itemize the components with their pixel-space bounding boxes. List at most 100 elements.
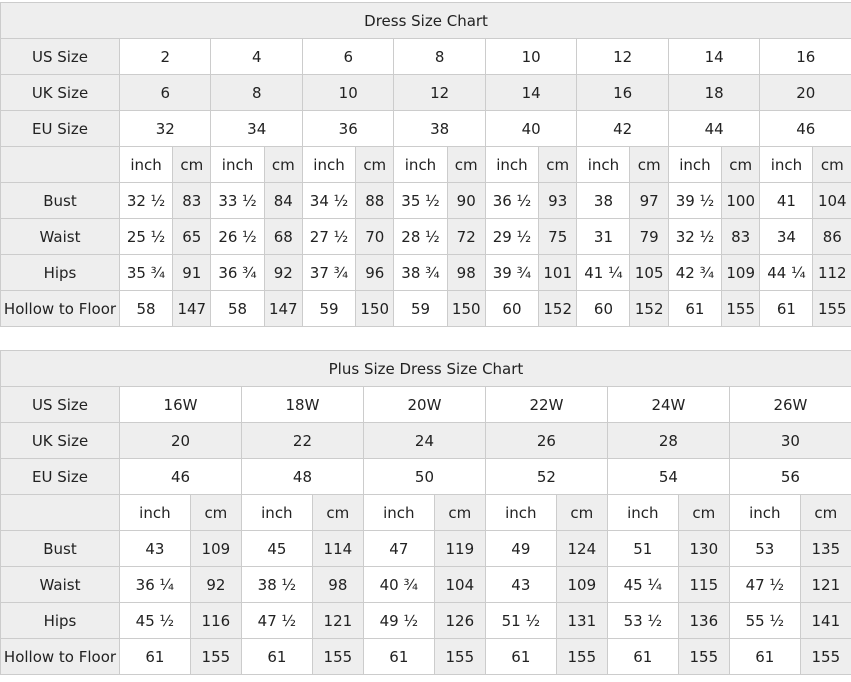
size-value-cell: 42: [576, 110, 669, 147]
measure-cm-cell: 155: [720, 290, 761, 327]
measure-inch-cell: 42 ¾: [667, 254, 722, 291]
measure-inch-cell: 61: [667, 290, 722, 327]
measure-cm-cell: 97: [629, 182, 669, 219]
size-value-cell: 26W: [728, 386, 851, 423]
unit-cm-cell: cm: [311, 494, 364, 531]
measure-inch-cell: 38: [576, 182, 631, 219]
measure-inch-cell: 58: [118, 290, 174, 327]
size-value-cell: 14: [484, 74, 578, 111]
measure-cm-cell: 109: [189, 530, 242, 567]
size-value-cell: 34: [210, 110, 303, 147]
size-value-cell: 16: [576, 74, 669, 111]
dress-size-chart-title: Dress Size Chart: [0, 2, 851, 39]
size-value-cell: 32: [118, 110, 212, 147]
table-row: EU Size 32 34 36 38 40 42 44 46: [0, 110, 851, 147]
unit-inch-cell: inch: [393, 146, 448, 183]
row-label: Hips: [0, 602, 120, 639]
measure-inch-cell: 60: [484, 290, 540, 327]
measure-cm-cell: 100: [720, 182, 761, 219]
size-value-cell: 30: [728, 422, 851, 459]
size-value-cell: 36: [301, 110, 395, 147]
size-value-cell: 6: [118, 74, 212, 111]
measure-inch-cell: 35 ¾: [118, 254, 174, 291]
table-row: Hollow to Floor 61 155 61 155 61 155 61 155 61 155…: [0, 638, 851, 675]
measure-cm-cell: 65: [172, 218, 212, 255]
measure-cm-cell: 119: [433, 530, 486, 567]
measure-cm-cell: 141: [799, 602, 851, 639]
row-label: EU Size: [0, 458, 120, 495]
size-value-cell: 18: [667, 74, 761, 111]
measure-cm-cell: 155: [677, 638, 730, 675]
measure-inch-cell: 36 ¾: [210, 254, 265, 291]
row-label: Bust: [0, 182, 120, 219]
row-label: Hollow to Floor: [0, 290, 120, 327]
measure-inch-cell: 36 ¼: [119, 566, 191, 603]
table-row: US Size 2 4 6 8 10 12 14 16: [0, 38, 851, 75]
measure-inch-cell: 36 ½: [484, 182, 540, 219]
measure-inch-cell: 35 ½: [393, 182, 448, 219]
measure-inch-cell: 44 ¼: [759, 254, 814, 291]
size-value-cell: 44: [667, 110, 761, 147]
dress-size-chart-table: Dress Size Chart US Size 2 4 6 8 10 12 14 16 UK S…: [0, 2, 851, 327]
size-value-cell: 12: [393, 74, 486, 111]
measure-cm-cell: 124: [555, 530, 608, 567]
measure-inch-cell: 47 ½: [728, 566, 801, 603]
measure-cm-cell: 136: [677, 602, 730, 639]
measure-cm-cell: 75: [537, 218, 578, 255]
unit-cm-cell: cm: [446, 146, 486, 183]
size-value-cell: 22: [240, 422, 364, 459]
measure-cm-cell: 83: [172, 182, 212, 219]
unit-inch-cell: inch: [667, 146, 722, 183]
size-value-cell: 40: [484, 110, 578, 147]
measure-inch-cell: 49: [484, 530, 557, 567]
size-value-cell: 10: [484, 38, 578, 75]
table-row: UK Size 20 22 24 26 28 30: [0, 422, 851, 459]
plus-size-chart-table: Plus Size Dress Size Chart US Size 16W 18W…: [0, 350, 851, 675]
measure-cm-cell: 152: [629, 290, 669, 327]
table-title-row: Dress Size Chart: [0, 2, 851, 39]
unit-row-label: [0, 146, 120, 183]
unit-inch-cell: inch: [484, 494, 557, 531]
measure-cm-cell: 105: [629, 254, 669, 291]
measure-cm-cell: 152: [537, 290, 578, 327]
size-value-cell: 20: [759, 74, 851, 111]
size-value-cell: 20W: [362, 386, 486, 423]
measure-cm-cell: 104: [433, 566, 486, 603]
measure-inch-cell: 45: [240, 530, 313, 567]
measure-inch-cell: 41: [759, 182, 814, 219]
unit-cm-cell: cm: [172, 146, 212, 183]
measure-inch-cell: 34: [759, 218, 814, 255]
size-value-cell: 12: [576, 38, 669, 75]
plus-size-chart-body: US Size 16W 18W 20W 22W 24W 26W UK Size 20 22 24 26…: [0, 386, 851, 675]
row-label: Hips: [0, 254, 120, 291]
table-row: Waist 25 ½ 65 26 ½ 68 27 ½ 70 28 ½ 72 29 ½ 75 31 79 3…: [0, 218, 851, 255]
unit-cm-cell: cm: [537, 146, 578, 183]
measure-cm-cell: 155: [555, 638, 608, 675]
size-value-cell: 56: [728, 458, 851, 495]
measure-inch-cell: 61: [728, 638, 801, 675]
measure-inch-cell: 61: [119, 638, 191, 675]
row-label: UK Size: [0, 74, 120, 111]
table-row: Hips 45 ½ 116 47 ½ 121 49 ½ 126 51 ½ 131 53 ½ 136 5…: [0, 602, 851, 639]
size-value-cell: 18W: [240, 386, 364, 423]
size-value-cell: 38: [393, 110, 486, 147]
measure-inch-cell: 61: [759, 290, 814, 327]
size-value-cell: 8: [393, 38, 486, 75]
measure-inch-cell: 43: [119, 530, 191, 567]
table-row: inch cm inch cm inch cm inch cm inch cm inch cm: [0, 494, 851, 531]
measure-cm-cell: 68: [263, 218, 303, 255]
measure-cm-cell: 114: [311, 530, 364, 567]
measure-cm-cell: 155: [433, 638, 486, 675]
measure-cm-cell: 147: [172, 290, 212, 327]
measure-inch-cell: 55 ½: [728, 602, 801, 639]
size-value-cell: 22W: [484, 386, 608, 423]
measure-cm-cell: 72: [446, 218, 486, 255]
measure-cm-cell: 155: [812, 290, 851, 327]
measure-inch-cell: 32 ½: [118, 182, 174, 219]
unit-row-label: [0, 494, 120, 531]
table-row: Hollow to Floor 58 147 58 147 59 150 59 150 60 152…: [0, 290, 851, 327]
table-row: EU Size 46 48 50 52 54 56: [0, 458, 851, 495]
measure-inch-cell: 27 ½: [301, 218, 357, 255]
row-label: US Size: [0, 38, 120, 75]
measure-cm-cell: 115: [677, 566, 730, 603]
